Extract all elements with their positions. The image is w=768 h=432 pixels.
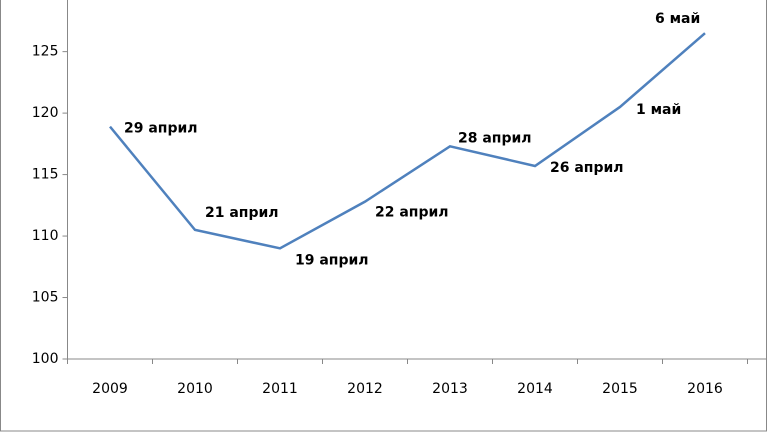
x-tick-label: 2013 — [432, 381, 468, 397]
line-series — [109, 32, 706, 250]
x-tick-label: 2014 — [517, 381, 553, 397]
y-tick-label: 105 — [32, 290, 59, 306]
point-annotation: 19 април — [295, 252, 369, 268]
y-tick-label: 120 — [32, 105, 59, 121]
point-annotation: 6 май — [655, 11, 700, 27]
y-tick-label: 125 — [32, 44, 59, 60]
point-annotation: 29 април — [124, 121, 198, 137]
point-annotation: 21 април — [205, 205, 279, 221]
y-tick-label: 100 — [32, 351, 59, 367]
x-tick-label: 2016 — [687, 381, 723, 397]
x-tick-label: 2012 — [347, 381, 383, 397]
point-annotation: 26 април — [550, 160, 624, 176]
x-tick-label: 2010 — [177, 381, 213, 397]
point-annotation: 22 април — [375, 205, 449, 221]
point-annotation: 1 май — [636, 102, 681, 118]
x-tick-label: 2015 — [602, 381, 638, 397]
x-tick-label: 2009 — [92, 381, 128, 397]
x-tick-label: 2011 — [262, 381, 298, 397]
y-tick-label: 110 — [32, 228, 59, 244]
y-tick-label: 115 — [32, 167, 59, 183]
point-annotation: 28 април — [458, 130, 532, 146]
